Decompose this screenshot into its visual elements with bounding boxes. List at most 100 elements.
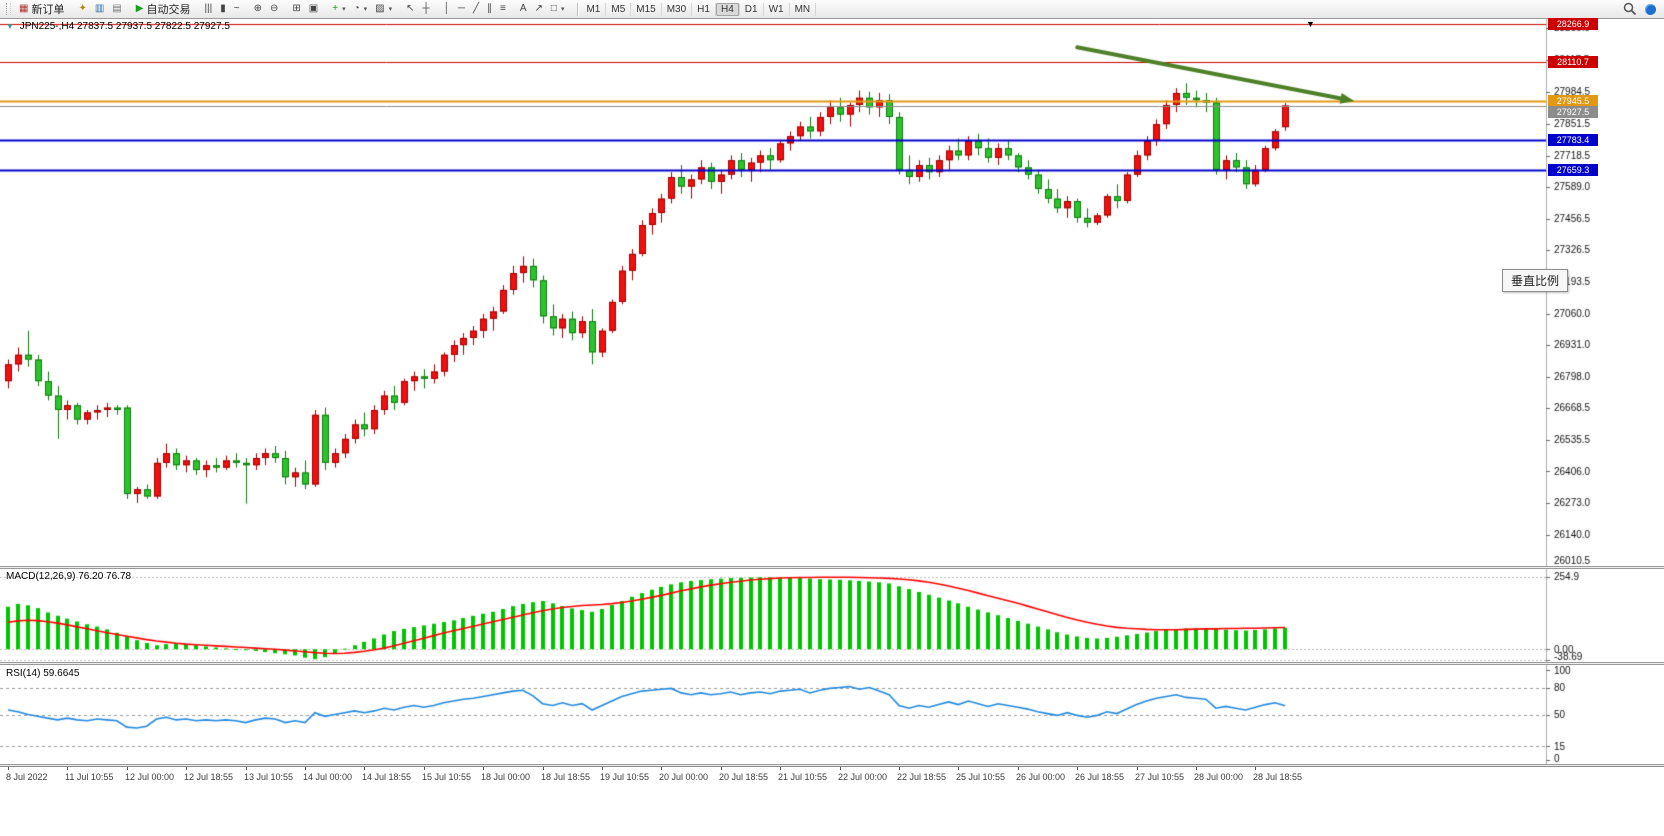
timeframe-button-mn[interactable]: MN [790, 2, 817, 16]
timeframe-button-m15[interactable]: M15 [631, 2, 662, 16]
vertical-line-button[interactable]: │ [440, 1, 454, 17]
time-axis[interactable]: 8 Jul 2022 11 Jul 10:55 12 Jul 00:00 12 Jul… [0, 766, 1664, 789]
time-axis-tick [1196, 767, 1197, 770]
ohlc-values: 27837.5 27937.5 27822.5 27927.5 [76, 21, 230, 32]
templates-icon: ▨ [375, 3, 385, 14]
vertical-line-icon: │ [443, 3, 450, 14]
search-icon[interactable] [1623, 2, 1637, 16]
new-order-button-label: 新订单 [31, 4, 65, 16]
toolbar-buttons: ▦ 新订单 ✦ ▥ ▤ ▶ 自动交易 ||| ▮ ~ ⊕ ⊖ ⊞ ▣ + ▾ ◔ ▾ ▨ ▾ ↖ ┼ │ ─ ╱ ∥ ≡ A ↗ □ ▾ [15, 1, 574, 17]
symbol-label: JPN225-,H4 [19, 21, 75, 32]
alerts-button[interactable]: ✦ [74, 1, 90, 17]
autotrading-button[interactable]: ▶ 自动交易 [132, 1, 195, 17]
time-axis-label: 13 Jul 10:55 [244, 772, 294, 782]
time-axis-label: 14 Jul 00:00 [303, 772, 353, 782]
time-axis-label: 18 Jul 18:55 [541, 772, 591, 782]
zoom-out-button[interactable]: ⊖ [266, 1, 282, 17]
price-badge: 27927.5 [1548, 105, 1598, 118]
time-axis-tick [1255, 767, 1256, 770]
price-badge: 27783.4 [1548, 134, 1598, 147]
periods-button[interactable]: ◔ ▾ [350, 1, 372, 17]
timeframe-button-d1[interactable]: D1 [740, 2, 764, 16]
market-watch-button[interactable]: ▥ [91, 1, 108, 17]
pane-separator[interactable] [0, 662, 1664, 665]
time-axis-label: 22 Jul 00:00 [838, 772, 888, 782]
time-axis-tick [8, 767, 9, 770]
channel-icon: ∥ [486, 3, 492, 14]
time-axis-tick [246, 767, 247, 770]
time-axis-tick [305, 767, 306, 770]
timeframe-button-m30[interactable]: M30 [662, 2, 693, 16]
time-axis-tick [1077, 767, 1078, 770]
chevron-down-icon: ▾ [363, 6, 368, 13]
zoom-out-icon: ⊖ [270, 3, 279, 14]
navigator-button[interactable]: ▤ [108, 1, 125, 17]
time-axis-tick [67, 767, 68, 770]
shapes-button[interactable]: □ ▾ [547, 1, 569, 17]
community-icon[interactable] [1645, 3, 1656, 15]
text-button[interactable]: A [516, 1, 531, 17]
cascade-windows-icon: ▣ [308, 3, 319, 14]
toolbar-grip[interactable] [6, 3, 11, 15]
chevron-down-icon: ▾ [342, 6, 346, 13]
horizontal-line-button[interactable]: ─ [454, 1, 469, 17]
time-axis-tick [602, 767, 603, 770]
rsi-indicator-label: RSI(14) 59.6645 [6, 668, 80, 679]
time-axis-label: 12 Jul 00:00 [125, 772, 175, 782]
bar-chart-button[interactable]: ||| [200, 1, 216, 17]
one-click-trading-icon[interactable]: ▼ [6, 22, 14, 31]
time-axis-label: 26 Jul 00:00 [1016, 772, 1066, 782]
time-axis-tick [483, 767, 484, 770]
time-axis-label: 12 Jul 18:55 [184, 772, 234, 782]
time-axis-tick [424, 767, 425, 770]
timeframe-button-w1[interactable]: W1 [764, 2, 790, 16]
time-axis-tick [127, 767, 128, 770]
chevron-down-icon: ▾ [560, 6, 565, 13]
trendline-button[interactable]: ╱ [469, 1, 483, 17]
timeframe-button-h4[interactable]: H4 [715, 2, 740, 16]
cascade-windows-button[interactable]: ▣ [305, 1, 322, 17]
time-axis-label: 8 Jul 2022 [6, 772, 48, 782]
alerts-icon: ✦ [78, 3, 87, 14]
cursor-button[interactable]: ↖ [402, 1, 418, 17]
line-chart-button[interactable]: ~ [230, 1, 244, 17]
channel-button[interactable]: ∥ [483, 1, 496, 17]
time-axis-label: 25 Jul 10:55 [956, 772, 1006, 782]
arrow-tool-button[interactable]: ↗ [531, 1, 547, 17]
text-icon: A [519, 3, 527, 14]
tile-windows-button[interactable]: ⊞ [288, 1, 304, 17]
chevron-down-icon: ▾ [388, 6, 393, 13]
timeframe-button-m5[interactable]: M5 [606, 2, 632, 16]
price-badge: 27659.3 [1548, 163, 1598, 176]
scroll-to-end-marker[interactable]: ▼ [1306, 19, 1315, 29]
timeframe-button-h1[interactable]: H1 [692, 2, 716, 16]
candlestick-chart-button[interactable]: ▮ [216, 1, 230, 17]
time-axis-label: 28 Jul 18:55 [1253, 772, 1303, 782]
templates-button[interactable]: ▨ ▾ [371, 1, 396, 17]
macd-pane-canvas[interactable] [0, 569, 1664, 662]
fibonacci-icon: ≡ [499, 3, 506, 14]
time-axis-tick [1137, 767, 1138, 770]
rsi-pane-canvas[interactable] [0, 665, 1664, 764]
zoom-in-icon: ⊕ [253, 3, 262, 14]
timeframe-button-m1[interactable]: M1 [581, 2, 607, 16]
time-axis-label: 20 Jul 00:00 [659, 772, 709, 782]
time-axis-label: 15 Jul 10:55 [422, 772, 472, 782]
indicators-button[interactable]: + ▾ [328, 1, 349, 17]
new-order-button[interactable]: ▦ 新订单 [15, 1, 68, 17]
price-badge: 27945.5 [1548, 95, 1598, 108]
zoom-in-button[interactable]: ⊕ [250, 1, 266, 17]
new-order-icon: ▦ [19, 3, 29, 14]
trendline-icon: ╱ [472, 3, 479, 14]
pane-separator[interactable] [0, 566, 1664, 569]
main-chart-canvas[interactable] [0, 18, 1664, 566]
crosshair-button[interactable]: ┼ [419, 1, 434, 17]
time-axis-label: 26 Jul 18:55 [1075, 772, 1125, 782]
market-watch-icon: ▥ [94, 3, 105, 14]
shapes-icon: □ [550, 3, 557, 14]
cursor-icon: ↖ [406, 3, 415, 14]
fibonacci-button[interactable]: ≡ [496, 1, 510, 17]
time-axis-tick [899, 767, 900, 770]
price-badge: 28110.7 [1548, 55, 1598, 68]
